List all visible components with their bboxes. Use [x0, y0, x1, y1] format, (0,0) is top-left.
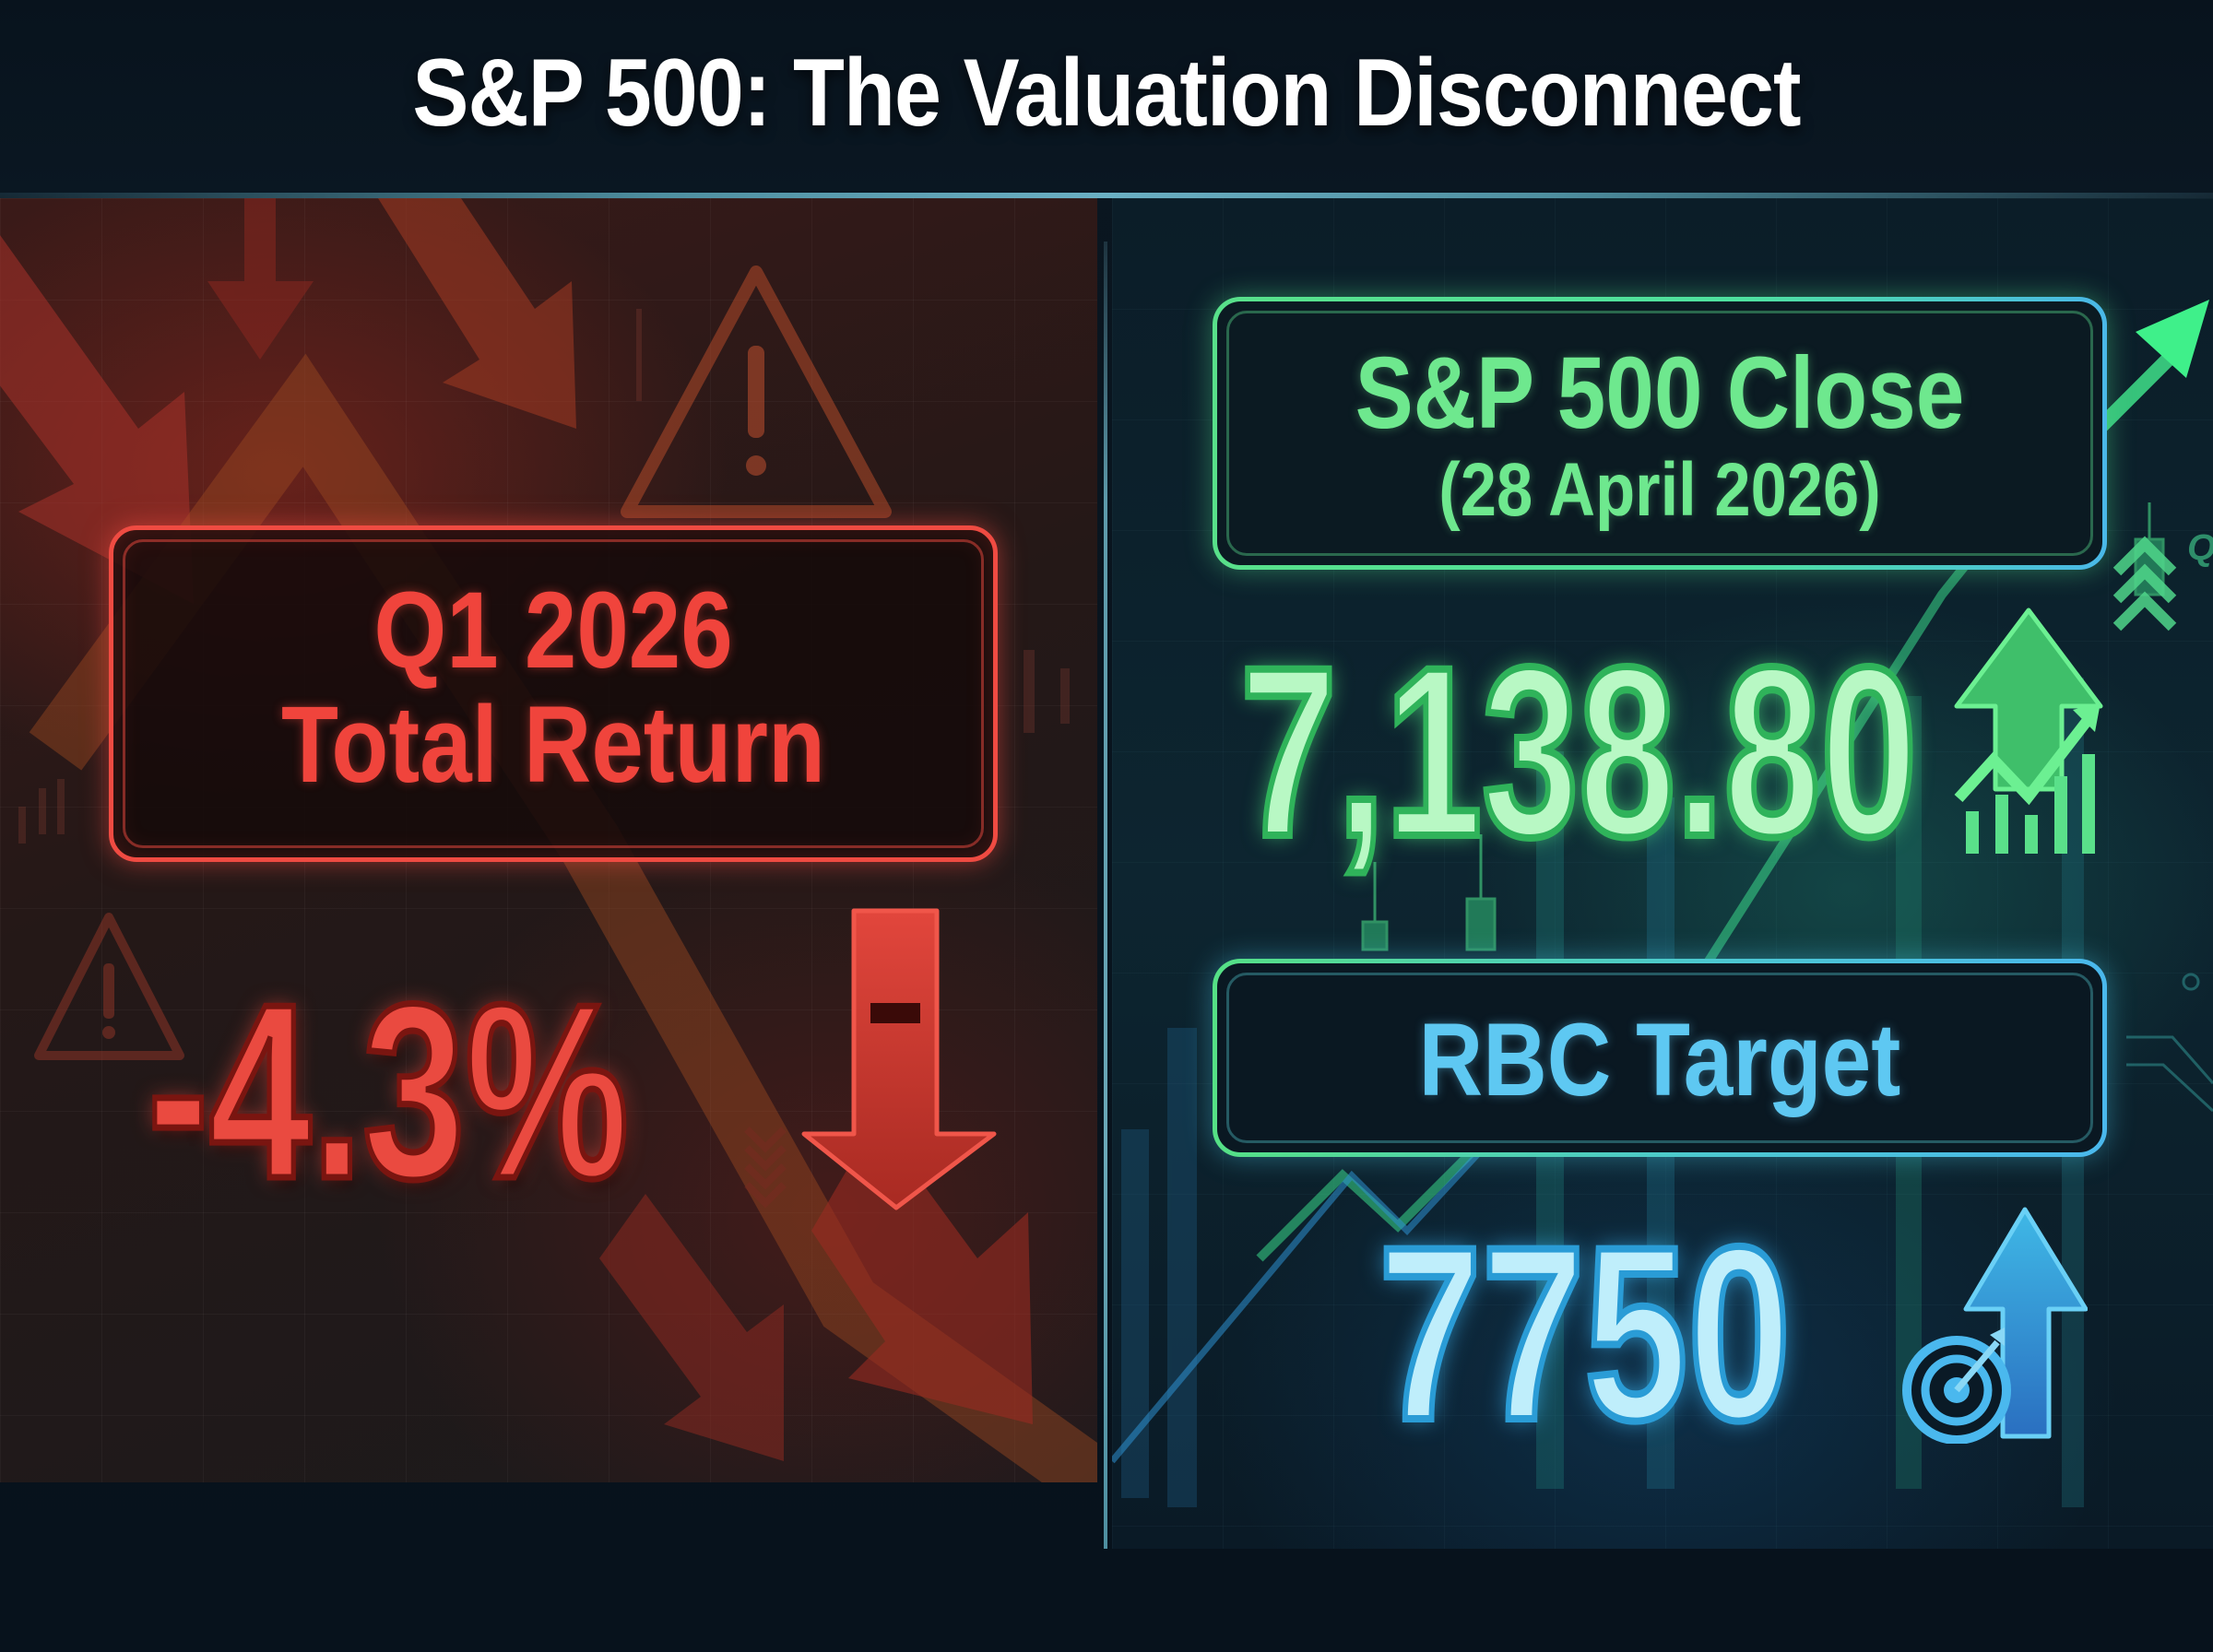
rbc-target-value: 7750	[1376, 1191, 1793, 1475]
up-arrow-icon	[1963, 1207, 2088, 1439]
chevron-up-icon	[2112, 536, 2177, 631]
sp500-close-value: 7,138.80	[1237, 613, 1920, 891]
q1-return-card: Q1 2026 Total Return	[109, 525, 998, 862]
sp500-close-card: S&P 500 Close (28 April 2026)	[1213, 297, 2107, 570]
header: S&P 500: The Valuation Disconnect	[0, 0, 2213, 195]
down-arrow-icon	[599, 1194, 784, 1461]
close-date: (28 April 2026)	[1438, 448, 1881, 532]
down-arrow-icon	[801, 908, 997, 1210]
q1-return-value: -4.3%	[145, 950, 631, 1234]
edge-text: Q2	[2187, 527, 2213, 568]
warning-triangle-icon	[34, 913, 184, 1060]
rbc-target-card: RBC Target	[1213, 959, 2107, 1157]
down-arrow-icon	[207, 198, 314, 360]
target-icon	[1902, 1328, 2011, 1444]
page-title: S&P 500: The Valuation Disconnect	[412, 40, 1801, 147]
q1-label-line1: Q1 2026	[373, 570, 733, 691]
warning-triangle-icon	[621, 266, 892, 518]
chevron-down-icon	[744, 1127, 787, 1209]
bar-chart	[1121, 678, 2084, 1507]
panel-divider	[1104, 242, 1107, 1549]
close-label: S&P 500 Close	[1355, 336, 1965, 450]
candlestick-chart	[18, 309, 1070, 844]
circuit-lines	[2126, 973, 2213, 1113]
down-arrow-icon	[378, 198, 576, 429]
target-up-arrow-group	[1902, 1207, 2088, 1444]
rbc-target-label: RBC Target	[1418, 1002, 1901, 1117]
minus-badge	[870, 1003, 920, 1023]
header-divider	[0, 193, 2213, 198]
down-arrow-icon	[0, 235, 194, 604]
down-arrow-icon	[811, 1120, 1033, 1424]
q1-label-line2: Total Return	[280, 684, 826, 806]
left-panel-q1-return	[0, 198, 1097, 1482]
trend-up-chart-icon	[1954, 702, 2101, 854]
up-arrow-icon	[1954, 608, 2103, 854]
